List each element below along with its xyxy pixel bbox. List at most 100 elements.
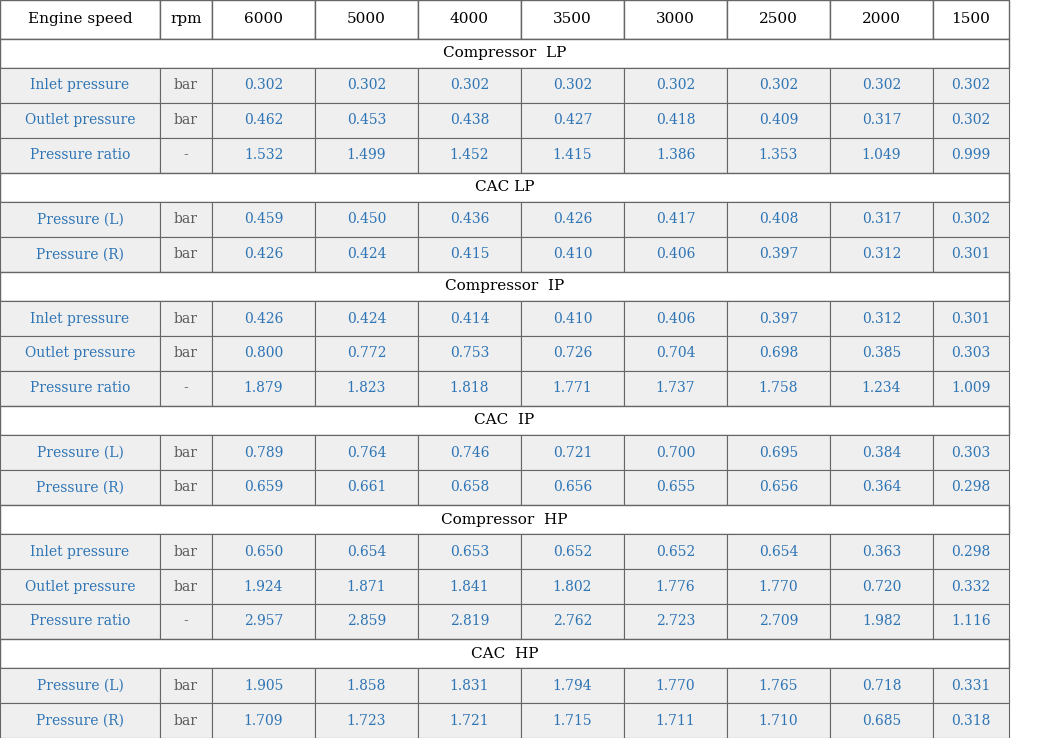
Text: 0.363: 0.363 <box>862 545 901 559</box>
Text: 0.318: 0.318 <box>951 714 991 728</box>
Text: 0.424: 0.424 <box>346 311 386 325</box>
Bar <box>418 301 522 336</box>
Bar <box>522 371 624 406</box>
Text: 1.823: 1.823 <box>347 382 386 396</box>
Bar <box>830 534 933 569</box>
Bar <box>830 103 933 138</box>
Bar <box>0 406 1009 435</box>
Text: 0.658: 0.658 <box>450 480 489 494</box>
Bar <box>933 68 1009 103</box>
Text: 0.384: 0.384 <box>862 446 901 460</box>
Bar <box>160 202 212 237</box>
Bar <box>418 237 522 272</box>
Text: Inlet pressure: Inlet pressure <box>30 78 129 92</box>
Text: 0.459: 0.459 <box>244 213 284 227</box>
Bar <box>418 534 522 569</box>
Bar <box>933 703 1009 738</box>
Bar <box>727 301 830 336</box>
Text: bar: bar <box>174 346 198 360</box>
Bar <box>933 103 1009 138</box>
Text: CAC LP: CAC LP <box>475 180 534 194</box>
Bar <box>0 202 160 237</box>
Bar <box>830 668 933 703</box>
Bar <box>933 435 1009 470</box>
Text: bar: bar <box>174 114 198 128</box>
Bar <box>727 336 830 371</box>
Text: Compressor  IP: Compressor IP <box>445 280 564 294</box>
Text: 0.426: 0.426 <box>244 311 284 325</box>
Text: 0.650: 0.650 <box>244 545 283 559</box>
Text: 0.302: 0.302 <box>347 78 386 92</box>
Bar <box>933 301 1009 336</box>
Bar <box>315 237 418 272</box>
Text: 0.654: 0.654 <box>347 545 386 559</box>
Bar <box>933 569 1009 604</box>
Bar <box>933 0 1009 39</box>
Bar <box>830 0 933 39</box>
Bar <box>0 639 1009 668</box>
Bar <box>0 237 160 272</box>
Text: 0.364: 0.364 <box>862 480 901 494</box>
Text: 1.982: 1.982 <box>862 615 901 629</box>
Bar <box>212 371 315 406</box>
Bar <box>830 703 933 738</box>
Text: 0.415: 0.415 <box>450 247 489 261</box>
Bar <box>727 470 830 505</box>
Text: 0.800: 0.800 <box>244 346 283 360</box>
Text: 1.802: 1.802 <box>553 579 592 593</box>
Text: bar: bar <box>174 678 198 692</box>
Text: 0.397: 0.397 <box>759 247 798 261</box>
Bar <box>933 336 1009 371</box>
Text: CAC  HP: CAC HP <box>470 646 538 661</box>
Bar <box>727 435 830 470</box>
Text: 2500: 2500 <box>759 13 798 27</box>
Bar <box>315 604 418 639</box>
Text: 1.794: 1.794 <box>553 678 592 692</box>
Bar <box>212 435 315 470</box>
Text: 2.709: 2.709 <box>759 615 798 629</box>
Text: 1.499: 1.499 <box>346 148 386 162</box>
Bar <box>418 470 522 505</box>
Text: Pressure (L): Pressure (L) <box>37 446 123 460</box>
Bar <box>0 39 1009 68</box>
Bar <box>0 301 160 336</box>
Text: 0.653: 0.653 <box>450 545 489 559</box>
Bar <box>315 569 418 604</box>
Text: 0.397: 0.397 <box>759 311 798 325</box>
Bar <box>418 202 522 237</box>
Text: 0.704: 0.704 <box>656 346 696 360</box>
Text: 1.116: 1.116 <box>951 615 991 629</box>
Bar <box>160 569 212 604</box>
Text: 0.410: 0.410 <box>553 247 592 261</box>
Text: Pressure ratio: Pressure ratio <box>30 615 130 629</box>
Bar <box>315 202 418 237</box>
Text: 0.414: 0.414 <box>450 311 489 325</box>
Bar <box>624 668 727 703</box>
Bar <box>522 68 624 103</box>
Bar <box>315 301 418 336</box>
Bar <box>624 0 727 39</box>
Text: 0.317: 0.317 <box>862 213 901 227</box>
Text: 0.726: 0.726 <box>553 346 592 360</box>
Bar <box>933 237 1009 272</box>
Text: 5000: 5000 <box>347 13 386 27</box>
Text: 1.858: 1.858 <box>347 678 386 692</box>
Bar <box>0 103 160 138</box>
Bar <box>830 138 933 173</box>
Text: 0.409: 0.409 <box>759 114 798 128</box>
Bar <box>522 668 624 703</box>
Text: 0.312: 0.312 <box>862 311 901 325</box>
Text: 0.999: 0.999 <box>951 148 991 162</box>
Text: 0.302: 0.302 <box>656 78 695 92</box>
Text: 1.871: 1.871 <box>346 579 386 593</box>
Text: 0.427: 0.427 <box>553 114 592 128</box>
Text: bar: bar <box>174 714 198 728</box>
Text: 2000: 2000 <box>862 13 901 27</box>
Bar <box>522 301 624 336</box>
Text: 1.723: 1.723 <box>346 714 386 728</box>
Bar <box>933 202 1009 237</box>
Bar <box>933 470 1009 505</box>
Bar <box>933 371 1009 406</box>
Bar <box>522 703 624 738</box>
Text: 0.332: 0.332 <box>951 579 991 593</box>
